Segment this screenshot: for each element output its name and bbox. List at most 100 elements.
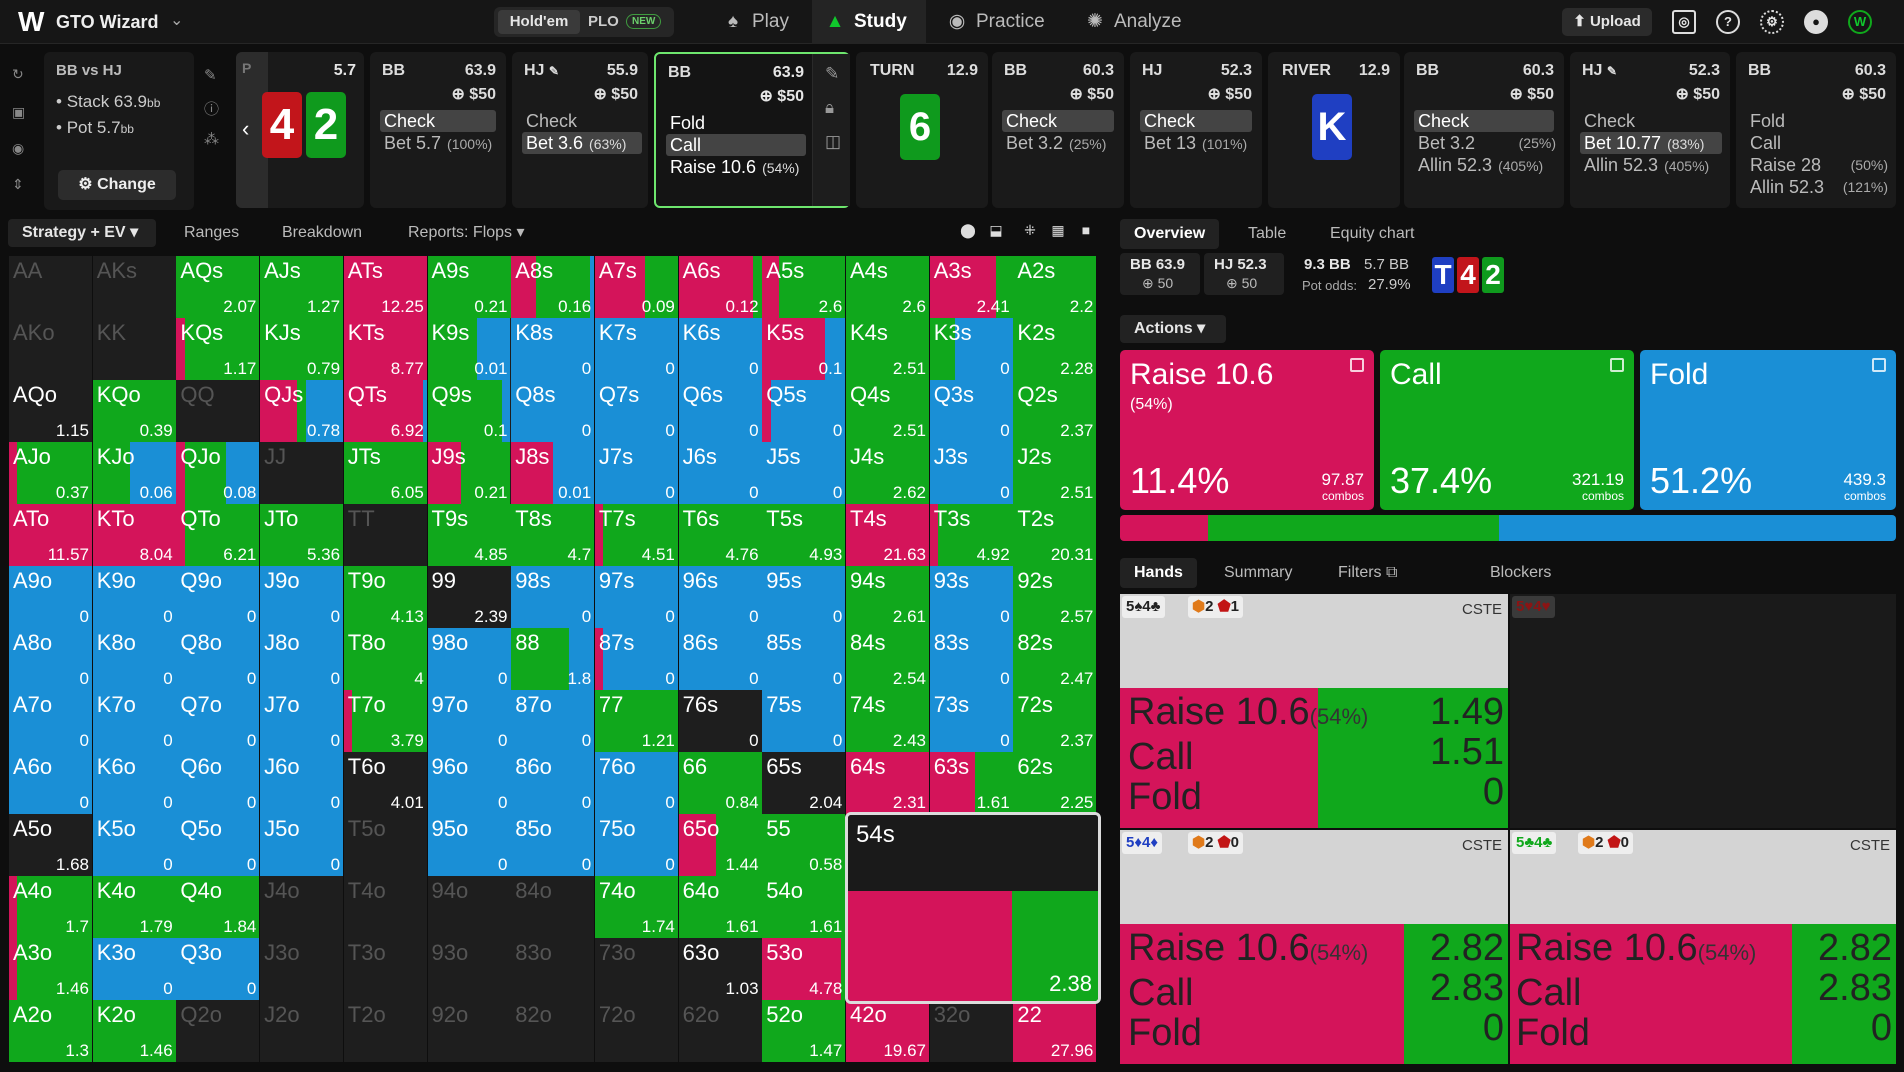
hand-cell[interactable]: T8s 4.7 (511, 504, 595, 566)
hand-cell[interactable]: 74s 2.43 (846, 690, 929, 752)
hand-cell[interactable]: J7o 0 (260, 690, 344, 752)
action-node-bb-5[interactable]: BB 60.3 ⊕ $50 Fold Call Raise 28 (50%) Al… (1736, 52, 1896, 208)
hand-cell[interactable]: 76o 0 (594, 752, 678, 814)
hand-cell[interactable]: 98o 0 (427, 628, 511, 690)
action-option[interactable]: Call (1746, 132, 1781, 154)
action-node-bb-2-selected[interactable]: BB 63.9 ⊕ $50 Fold Call Raise 10.6 (54%) … (654, 52, 850, 208)
hand-cell[interactable]: 65o 1.44 (678, 814, 762, 876)
hand-cell[interactable]: K4o 1.79 (92, 876, 176, 938)
hand-cell[interactable]: J4o (260, 876, 344, 938)
hand-cell[interactable]: K3o 0 (92, 938, 176, 1000)
action-option[interactable]: Call (666, 134, 806, 156)
hand-cell[interactable]: Q6s 0 (678, 380, 762, 442)
hand-cell[interactable]: 64o 1.61 (678, 876, 762, 938)
hand-cell[interactable]: TT (343, 504, 427, 566)
hand-cell[interactable]: JTo 5.36 (260, 504, 344, 566)
hand-cell[interactable]: 99 2.39 (427, 566, 511, 628)
tab-filters[interactable]: Filters ⧉ (1324, 558, 1411, 588)
tab-table[interactable]: Table (1248, 225, 1287, 242)
refresh-icon[interactable]: ↻ (12, 66, 24, 82)
hand-cell[interactable]: A6o 0 (9, 752, 92, 814)
hand-cell[interactable]: K7o 0 (92, 690, 176, 752)
hand-cell[interactable]: 95s 0 (762, 566, 846, 628)
hand-cell[interactable]: KK (92, 318, 176, 380)
hand-cell[interactable]: 77 1.21 (594, 690, 678, 752)
action-option[interactable]: Bet 5.7 (100%) (380, 132, 492, 154)
hand-cell[interactable]: K6o 0 (92, 752, 176, 814)
action-option[interactable]: Check (380, 110, 496, 132)
details-icon[interactable] (1610, 358, 1624, 372)
action-option[interactable]: Fold (1746, 110, 1785, 132)
hand-cell[interactable]: Q2s 2.37 (1013, 380, 1097, 442)
hand-cell[interactable]: A6s 0.12 (678, 256, 762, 318)
hand-combo-5s4c[interactable]: 5♠4♣ ⬢2 ⬟1 CSTE Raise 10.6(54%) Call Fold … (1120, 594, 1508, 828)
river-box[interactable]: RIVER 12.9 K (1268, 52, 1400, 208)
details-icon[interactable] (1872, 358, 1886, 372)
hand-cell[interactable]: T5o (343, 814, 427, 876)
hand-cell[interactable]: KJo 0.06 (92, 442, 176, 504)
hand-cell[interactable]: JTs 6.05 (343, 442, 427, 504)
hand-cell[interactable]: 22 27.96 (1013, 1000, 1097, 1062)
hand-cell[interactable]: 65s 2.04 (762, 752, 846, 814)
hand-cell[interactable]: 96s 0 (678, 566, 762, 628)
hand-cell[interactable]: 53o 4.78 (762, 938, 846, 1000)
action-option[interactable]: Bet 10.77 (83%) (1580, 132, 1722, 154)
action-option[interactable]: Check (1414, 110, 1554, 132)
hand-cell[interactable]: J2s 2.51 (1013, 442, 1097, 504)
hand-cell[interactable]: K4s 2.51 (846, 318, 929, 380)
selected-hand-cell-54s[interactable]: 54s 2.38 (845, 812, 1101, 1004)
hand-cell[interactable]: J6o 0 (260, 752, 344, 814)
help-icon[interactable]: ? (1716, 10, 1740, 34)
hand-cell[interactable]: K9o 0 (92, 566, 176, 628)
chevron-left-icon[interactable]: ‹ (242, 116, 250, 141)
action-option[interactable]: Check (1002, 110, 1114, 132)
hand-cell[interactable]: 85o 0 (511, 814, 595, 876)
strategy-ev-dropdown[interactable]: Strategy + EV ▾ (8, 219, 156, 247)
hand-cell[interactable]: 95o 0 (427, 814, 511, 876)
hand-cell[interactable]: 42o 19.67 (846, 1000, 929, 1062)
hand-combo-5h4h[interactable]: 5♥4♥ (1510, 594, 1896, 828)
hand-cell[interactable]: 92o (427, 1000, 511, 1062)
hand-cell[interactable]: J9o 0 (260, 566, 344, 628)
hand-cell[interactable]: J2o (260, 1000, 344, 1062)
hand-cell[interactable]: A5o 1.68 (9, 814, 92, 876)
hand-cell[interactable]: 75s 0 (762, 690, 846, 752)
action-option[interactable]: Bet 3.6 (63%) (522, 132, 642, 154)
hand-cell[interactable]: 85s 0 (762, 628, 846, 690)
tab-summary[interactable]: Summary (1224, 564, 1293, 581)
upload-button[interactable]: ⬆ Upload (1562, 8, 1652, 36)
hand-cell[interactable]: T6o 4.01 (343, 752, 427, 814)
hand-combo-5c4c[interactable]: 5♣4♣ ⬢2 ⬟0 CSTE Raise 10.6(54%) Call Fold … (1510, 830, 1896, 1064)
hand-cell[interactable]: A2o 1.3 (9, 1000, 92, 1062)
hand-cell[interactable]: J7s 0 (594, 442, 678, 504)
action-card-raise[interactable]: Raise 10.6 (54%) 11.4% 97.87 combos (1120, 350, 1374, 510)
action-node-hj-3[interactable]: HJ ✎ 52.3 ⊕ $50 Check Bet 10.77 (83%) All… (1570, 52, 1730, 208)
hand-cell[interactable]: K2o 1.46 (92, 1000, 176, 1062)
nav-analyze[interactable]: ✺ Analyze (1074, 0, 1204, 44)
hand-cell[interactable]: 74o 1.74 (594, 876, 678, 938)
hand-cell[interactable]: A7o 0 (9, 690, 92, 752)
hand-cell[interactable]: A5s 2.6 (762, 256, 846, 318)
hand-cell[interactable]: 84o (511, 876, 595, 938)
hand-cell[interactable]: K8s 0 (511, 318, 595, 380)
hand-cell[interactable]: 52o 1.47 (762, 1000, 846, 1062)
action-option[interactable]: Allin 52.3 (405%) (1580, 154, 1709, 176)
hand-cell[interactable]: 87s 0 (594, 628, 678, 690)
hand-cell[interactable]: 72s 2.37 (1013, 690, 1097, 752)
hand-cell[interactable]: 94s 2.61 (846, 566, 929, 628)
nav-study[interactable]: ▲ Study (812, 0, 926, 44)
hand-cell[interactable]: Q8o 0 (176, 628, 260, 690)
pencil-icon[interactable]: ✎ (204, 67, 217, 84)
hand-cell[interactable]: A3s 2.41 (929, 256, 1013, 318)
gear-icon[interactable]: ⚙ (1760, 10, 1784, 34)
hand-cell[interactable]: T7o 3.79 (343, 690, 427, 752)
hand-cell[interactable]: J5o 0 (260, 814, 344, 876)
split-view-icon[interactable]: ⬓ (989, 222, 1003, 238)
hand-cell[interactable]: A4o 1.7 (9, 876, 92, 938)
hand-cell[interactable]: T4s 21.63 (846, 504, 929, 566)
hand-cell[interactable]: 55 0.58 (762, 814, 846, 876)
hand-cell[interactable]: 76s 0 (678, 690, 762, 752)
hand-cell[interactable]: 75o 0 (594, 814, 678, 876)
hand-cell[interactable]: 84s 2.54 (846, 628, 929, 690)
flop-box[interactable]: P ‹ 5.7 4 2 (236, 52, 364, 208)
